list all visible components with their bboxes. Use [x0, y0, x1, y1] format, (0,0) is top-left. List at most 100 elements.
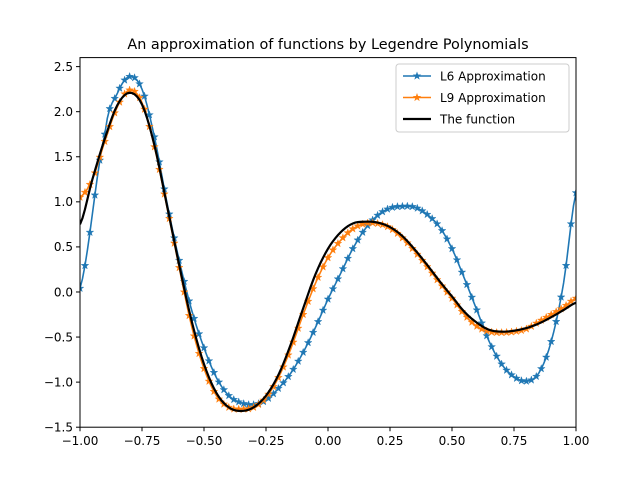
data-point — [303, 338, 313, 347]
legend: L6 Approximation L9 Approximation The func… — [395, 63, 570, 133]
x-tick-label: 0.50 — [439, 434, 466, 448]
data-point — [353, 235, 363, 244]
legend-box — [395, 63, 570, 133]
data-point — [353, 221, 363, 230]
data-point — [502, 365, 511, 374]
data-point — [512, 373, 521, 383]
data-point — [130, 73, 139, 82]
data-point — [323, 253, 333, 262]
x-tick-label: −0.75 — [124, 434, 161, 448]
data-point — [507, 370, 516, 379]
legend-entry: L9 Approximation — [403, 91, 546, 105]
data-point — [447, 244, 457, 253]
data-point — [363, 221, 373, 230]
data-point — [457, 306, 467, 316]
data-point — [517, 376, 526, 385]
legend-label: L9 Approximation — [440, 91, 546, 105]
data-point — [343, 253, 353, 263]
data-point — [80, 192, 85, 202]
data-point — [194, 329, 204, 338]
data-point — [105, 104, 115, 113]
data-point — [536, 364, 546, 373]
data-point — [204, 356, 214, 365]
data-point — [288, 364, 298, 374]
data-point — [432, 219, 442, 228]
data-point — [487, 342, 497, 351]
data-point — [80, 187, 90, 197]
y-tick-label: 2.0 — [54, 105, 73, 119]
data-point — [135, 79, 144, 88]
x-tick-label: −0.25 — [248, 434, 285, 448]
data-point — [219, 385, 229, 394]
series-line — [80, 91, 576, 413]
x-tick-label: 0.00 — [315, 434, 342, 448]
plot-area — [80, 71, 576, 413]
x-tick-label: 0.75 — [501, 434, 528, 448]
data-point — [224, 391, 234, 400]
data-point — [293, 323, 303, 333]
data-point — [457, 267, 467, 276]
data-point — [298, 347, 308, 357]
data-point — [140, 91, 149, 100]
y-tick-label: −1.0 — [44, 375, 73, 389]
data-point — [194, 348, 204, 358]
data-point — [318, 305, 328, 315]
legend-marker — [412, 93, 422, 102]
data-point — [531, 371, 541, 381]
data-point — [348, 244, 358, 253]
data-point — [80, 283, 85, 293]
data-point — [467, 292, 477, 302]
data-point — [313, 317, 323, 326]
data-point — [497, 359, 506, 368]
y-tick-label: 1.0 — [54, 195, 73, 209]
data-point — [561, 260, 571, 270]
y-tick-label: −0.5 — [44, 330, 73, 344]
data-point — [328, 284, 338, 293]
x-tick-label: −0.50 — [186, 434, 223, 448]
data-point — [541, 352, 551, 361]
data-point — [407, 202, 417, 211]
data-point — [546, 336, 556, 346]
data-point — [80, 260, 90, 270]
data-point — [204, 376, 214, 385]
data-point — [333, 274, 343, 283]
legend-label: L6 Approximation — [440, 69, 546, 83]
data-point — [214, 377, 224, 386]
x-tick-label: −1.00 — [62, 434, 99, 448]
data-point — [492, 351, 502, 360]
axes: −1.00 −0.75 −0.50 −0.25 0.00 0.25 0.50 0.75 1.00… — [44, 57, 590, 448]
data-point — [209, 367, 219, 377]
data-point — [125, 71, 134, 81]
data-point — [125, 85, 134, 94]
data-point — [442, 234, 452, 243]
x-tick-label: 1.00 — [563, 434, 590, 448]
data-point — [417, 206, 427, 215]
data-point — [229, 394, 239, 404]
data-point — [130, 86, 139, 96]
data-point — [199, 343, 209, 352]
data-point — [328, 245, 338, 254]
data-point — [566, 219, 576, 228]
data-point — [189, 331, 199, 340]
data-point — [571, 293, 576, 303]
data-point — [278, 378, 288, 387]
y-tick-label: −1.5 — [44, 421, 73, 435]
data-point — [358, 227, 368, 237]
data-point — [209, 386, 219, 396]
legend-label: The function — [439, 112, 515, 126]
data-point — [293, 356, 303, 365]
data-point — [427, 214, 437, 223]
data-point — [472, 305, 482, 314]
data-point — [422, 209, 432, 219]
y-tick-label: 2.5 — [54, 60, 73, 74]
series-the-function — [80, 91, 576, 413]
y-tick-label: 0.0 — [54, 285, 73, 299]
data-point — [402, 201, 412, 210]
data-point — [85, 227, 95, 237]
data-point — [274, 383, 283, 393]
data-point — [383, 204, 392, 213]
data-point — [308, 327, 318, 337]
data-point — [283, 371, 293, 381]
data-point — [412, 203, 422, 212]
data-point — [551, 316, 561, 326]
